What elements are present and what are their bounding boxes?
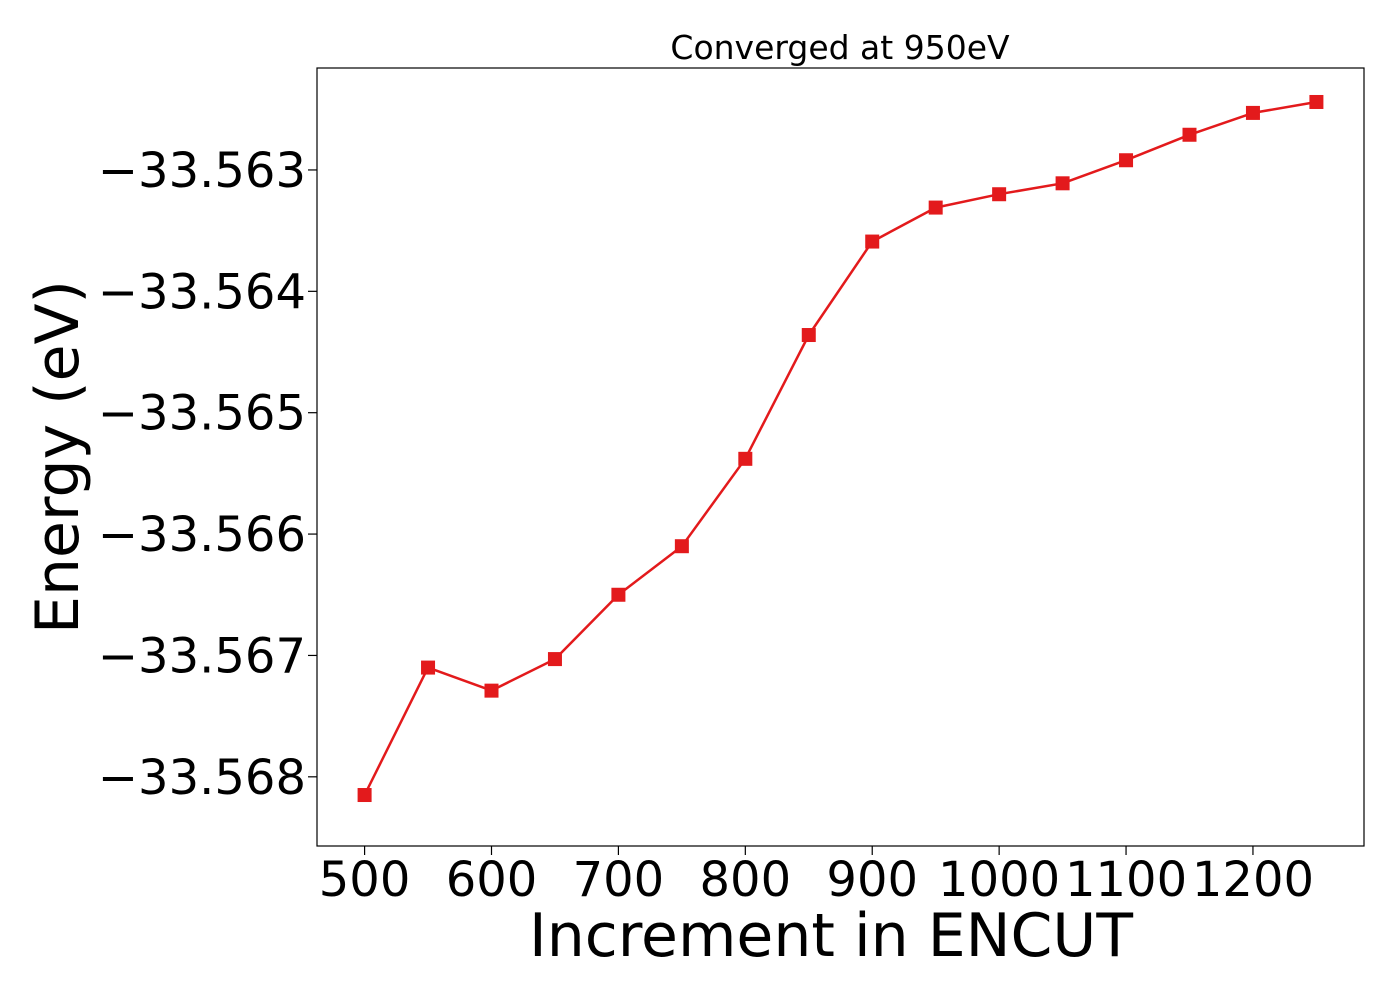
y-tick-label: −33.566: [98, 507, 306, 563]
x-tick-label: 1100: [1065, 852, 1187, 908]
series-line: [363, 100, 1317, 796]
data-point-marker: [865, 234, 880, 249]
data-point-marker: [738, 451, 753, 466]
y-tick-label: −33.563: [98, 143, 306, 199]
x-tick-label: 600: [446, 852, 538, 908]
x-tick-label: 800: [700, 852, 792, 908]
x-tick-label: 500: [319, 852, 411, 908]
data-point-marker: [992, 187, 1007, 202]
series-layer: [357, 94, 1324, 803]
y-tick-label: −33.568: [98, 750, 306, 806]
x-tick-label: 900: [826, 852, 918, 908]
data-point-marker: [611, 587, 626, 602]
y-tick-label: −33.564: [98, 264, 306, 320]
x-tick-label: 1200: [1192, 852, 1314, 908]
x-tick-label: 1000: [938, 852, 1060, 908]
data-point-marker: [357, 788, 372, 803]
x-tick-label: 700: [573, 852, 665, 908]
x-axis-title: Increment in ENCUT: [529, 901, 1133, 971]
data-point-marker: [1309, 94, 1324, 109]
data-point-marker: [1245, 105, 1260, 120]
data-point-marker: [674, 539, 689, 554]
data-point-marker: [801, 328, 816, 343]
data-point-marker: [928, 200, 943, 215]
data-point-marker: [1119, 153, 1134, 168]
y-tick-label: −33.565: [98, 386, 306, 442]
y-tick-label: −33.567: [98, 628, 306, 684]
data-point-marker: [547, 652, 562, 667]
y-axis-title: Energy (eV): [23, 280, 93, 634]
data-point-marker: [1182, 127, 1197, 142]
data-point-marker: [421, 660, 436, 675]
data-point-marker: [484, 683, 499, 698]
data-point-marker: [1055, 176, 1070, 191]
y-axis: −33.568 −33.567 −33.566 −33.565 −33.564 −33.5…: [98, 143, 317, 806]
plot-area-frame: [316, 67, 1365, 847]
x-axis: 500 600 700 800 900 1000 1100 1200: [319, 846, 1314, 908]
chart-title: Converged at 950eV: [670, 28, 1010, 67]
